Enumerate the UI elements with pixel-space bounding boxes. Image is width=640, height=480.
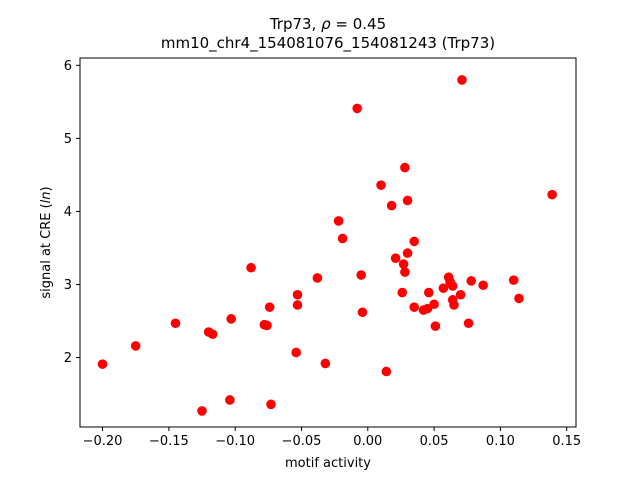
data-point — [400, 162, 410, 173]
data-points — [97, 75, 557, 416]
x-tick-label: −0.05 — [282, 434, 322, 449]
data-point — [429, 299, 439, 310]
x-axis-label: motif activity — [285, 456, 371, 471]
data-point — [514, 293, 524, 304]
data-point — [423, 287, 434, 298]
data-point — [130, 341, 141, 351]
data-point — [292, 289, 303, 300]
x-tick-label: 0.05 — [420, 434, 449, 449]
data-point — [292, 300, 303, 310]
data-point — [438, 283, 449, 293]
y-tick-label: 5 — [64, 132, 72, 147]
data-point — [463, 318, 474, 329]
data-point — [478, 280, 488, 291]
data-point — [397, 287, 408, 298]
data-point — [357, 307, 368, 318]
data-point — [170, 318, 181, 329]
data-point — [291, 347, 301, 358]
data-point — [508, 275, 519, 285]
y-tick-label: 3 — [64, 278, 72, 293]
data-point — [376, 180, 386, 190]
data-point — [447, 281, 458, 291]
data-point — [264, 302, 275, 312]
data-point — [400, 267, 410, 277]
data-point — [457, 75, 467, 85]
data-point — [333, 216, 344, 226]
data-point — [381, 366, 392, 377]
plot-area-frame — [79, 57, 577, 428]
data-point — [409, 236, 420, 247]
x-tick-label: −0.15 — [149, 434, 189, 449]
data-point — [312, 273, 323, 283]
x-axis-ticks: −0.20 −0.15 −0.10 −0.05 0.00 0.05 0.10 0.15 — [83, 427, 581, 449]
data-point — [207, 329, 218, 340]
x-tick-label: −0.20 — [83, 434, 123, 449]
y-axis-ticks: 2 3 4 5 6 — [64, 59, 80, 366]
data-point — [246, 262, 256, 273]
data-point — [386, 200, 397, 211]
y-axis-label: signal at CRE (ln) — [39, 186, 54, 298]
data-point — [409, 302, 420, 312]
x-tick-label: −0.10 — [215, 434, 255, 449]
data-point — [320, 358, 331, 369]
data-point — [197, 406, 207, 416]
data-point — [402, 195, 413, 206]
data-point — [547, 189, 557, 200]
data-point — [449, 300, 459, 310]
data-point — [97, 359, 108, 369]
data-point — [262, 320, 272, 331]
data-point — [398, 259, 409, 269]
data-point — [226, 314, 236, 324]
chart-title-line1: Trp73, ρ = 0.45 — [269, 15, 386, 33]
x-tick-label: 0.00 — [353, 434, 382, 449]
data-point — [390, 253, 401, 264]
y-tick-label: 2 — [64, 351, 72, 366]
data-point — [356, 270, 366, 280]
y-tick-label: 4 — [64, 205, 72, 220]
x-tick-label: 0.15 — [552, 434, 581, 449]
data-point — [352, 103, 362, 114]
data-point — [402, 248, 413, 258]
y-tick-label: 6 — [64, 59, 72, 74]
data-point — [430, 321, 441, 331]
data-point — [266, 399, 276, 410]
data-point — [225, 395, 235, 405]
data-point — [455, 289, 466, 300]
x-tick-label: 0.10 — [486, 434, 515, 449]
data-point — [466, 276, 477, 286]
chart-title-line2: mm10_chr4_154081076_154081243 (Trp73) — [161, 34, 495, 53]
data-point — [337, 233, 348, 244]
